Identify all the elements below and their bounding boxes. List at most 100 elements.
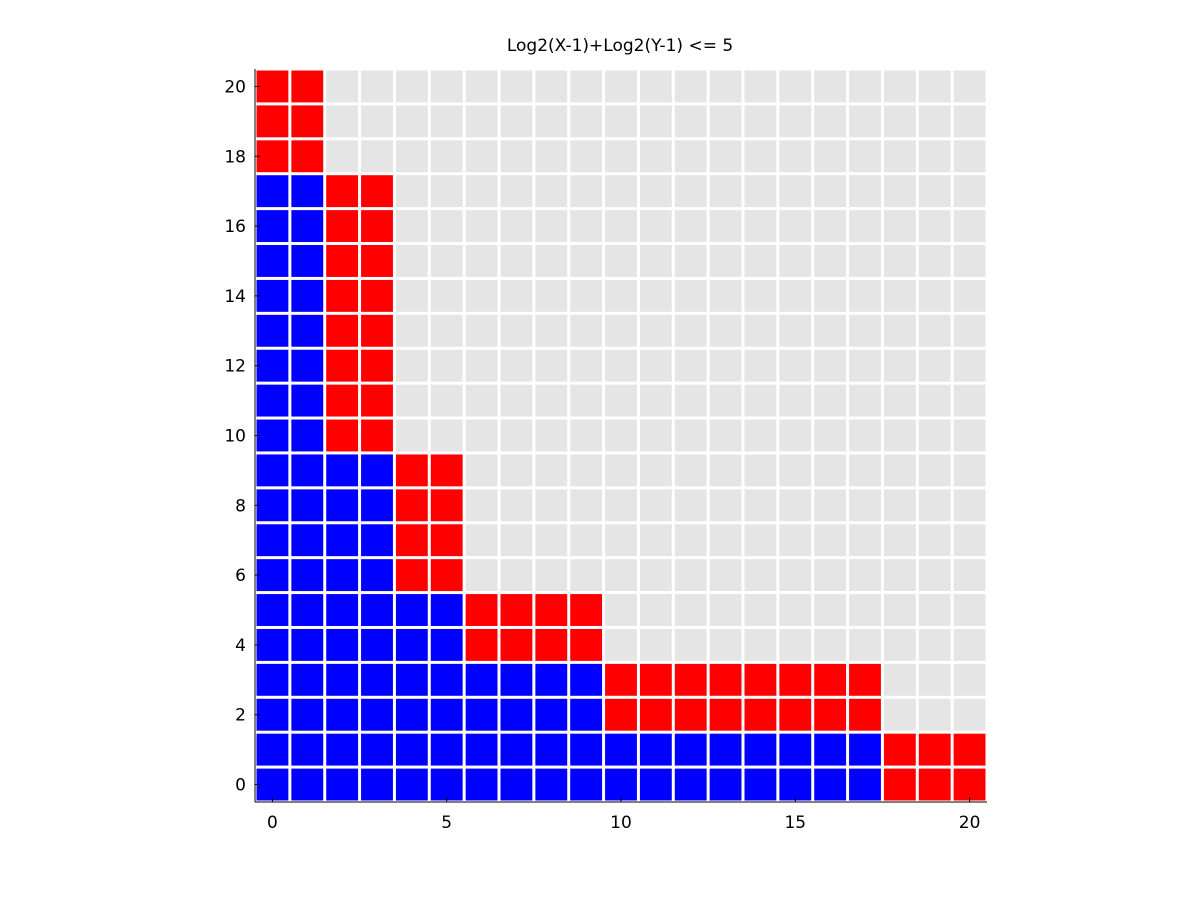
cell-inside-x0-y8 (256, 489, 289, 522)
cell-inside-x14-y0 (744, 768, 777, 801)
cell-outside-x9-y20 (570, 70, 603, 103)
cell-outside-x16-y4 (814, 628, 847, 661)
cell-outside-x6-y6 (465, 559, 498, 592)
cell-boundary-x2-y10 (326, 419, 359, 452)
cell-boundary-x4-y7 (395, 524, 428, 557)
cell-outside-x8-y17 (535, 175, 568, 208)
cell-outside-x13-y15 (709, 245, 742, 277)
cell-outside-x19-y19 (918, 105, 951, 138)
cell-inside-x0-y9 (256, 454, 289, 487)
y-tick-label-12: 12 (224, 357, 246, 377)
cell-inside-x15-y0 (779, 768, 812, 801)
cell-outside-x10-y8 (605, 489, 637, 522)
chart-title: Log2(X-1)+Log2(Y-1) <= 5 (507, 36, 733, 56)
cell-inside-x2-y1 (326, 733, 359, 766)
cell-outside-x11-y5 (639, 594, 672, 626)
cell-inside-x2-y8 (326, 489, 359, 522)
cell-outside-x15-y16 (779, 210, 812, 243)
cell-outside-x13-y18 (709, 140, 742, 173)
cell-outside-x19-y10 (918, 419, 951, 452)
cell-inside-x3-y4 (361, 628, 393, 661)
cell-outside-x19-y15 (918, 245, 951, 277)
cell-outside-x19-y20 (918, 70, 951, 103)
cell-boundary-x18-y1 (883, 733, 916, 766)
cell-inside-x5-y0 (430, 768, 463, 801)
cell-inside-x2-y4 (326, 628, 359, 661)
cell-outside-x19-y7 (918, 524, 951, 557)
cell-inside-x1-y9 (291, 454, 324, 487)
cell-inside-x5-y3 (430, 663, 463, 696)
cell-outside-x8-y19 (535, 105, 568, 138)
cell-inside-x3-y0 (361, 768, 393, 801)
cell-outside-x13-y14 (709, 279, 742, 312)
cell-boundary-x2-y16 (326, 210, 359, 243)
cell-outside-x15-y19 (779, 105, 812, 138)
cell-boundary-x2-y15 (326, 245, 359, 277)
cell-boundary-x7-y4 (500, 628, 533, 661)
cell-outside-x9-y10 (570, 419, 603, 452)
cell-inside-x3-y5 (361, 594, 393, 626)
cell-outside-x11-y11 (639, 384, 672, 417)
cell-inside-x5-y2 (430, 698, 463, 731)
cell-outside-x15-y15 (779, 245, 812, 277)
cell-outside-x2-y18 (326, 140, 359, 173)
cell-outside-x13-y7 (709, 524, 742, 557)
cell-boundary-x16-y3 (814, 663, 847, 696)
cell-boundary-x3-y14 (361, 279, 393, 312)
cell-outside-x17-y10 (849, 419, 881, 452)
cell-boundary-x6-y4 (465, 628, 498, 661)
cell-boundary-x6-y5 (465, 594, 498, 626)
cell-outside-x3-y19 (361, 105, 393, 138)
cell-outside-x17-y16 (849, 210, 881, 243)
cell-inside-x1-y11 (291, 384, 324, 417)
cell-inside-x3-y8 (361, 489, 393, 522)
cell-outside-x15-y4 (779, 628, 812, 661)
cell-outside-x4-y16 (395, 210, 428, 243)
cell-outside-x17-y8 (849, 489, 881, 522)
cell-inside-x0-y7 (256, 524, 289, 557)
cell-boundary-x5-y7 (430, 524, 463, 557)
cell-outside-x19-y4 (918, 628, 951, 661)
cell-inside-x0-y17 (256, 175, 289, 208)
cell-outside-x8-y14 (535, 279, 568, 312)
cell-outside-x5-y17 (430, 175, 463, 208)
cell-outside-x13-y13 (709, 314, 742, 347)
cell-outside-x12-y9 (674, 454, 707, 487)
cell-outside-x12-y8 (674, 489, 707, 522)
cell-outside-x16-y16 (814, 210, 847, 243)
cell-inside-x1-y13 (291, 314, 324, 347)
cell-outside-x7-y15 (500, 245, 533, 277)
cell-outside-x18-y12 (883, 349, 916, 382)
cell-outside-x13-y8 (709, 489, 742, 522)
cell-inside-x6-y2 (465, 698, 498, 731)
cell-boundary-x17-y2 (849, 698, 881, 731)
cell-outside-x13-y9 (709, 454, 742, 487)
cell-inside-x9-y0 (570, 768, 603, 801)
cell-outside-x14-y12 (744, 349, 777, 382)
cell-outside-x20-y6 (953, 559, 986, 592)
cell-outside-x20-y17 (953, 175, 986, 208)
cell-boundary-x17-y3 (849, 663, 881, 696)
cell-outside-x12-y14 (674, 279, 707, 312)
cell-inside-x1-y10 (291, 419, 324, 452)
cell-outside-x18-y6 (883, 559, 916, 592)
cell-outside-x15-y8 (779, 489, 812, 522)
cell-outside-x13-y12 (709, 349, 742, 382)
cell-inside-x5-y5 (430, 594, 463, 626)
cell-outside-x11-y19 (639, 105, 672, 138)
cell-inside-x0-y3 (256, 663, 289, 696)
cell-inside-x2-y3 (326, 663, 359, 696)
cell-outside-x16-y18 (814, 140, 847, 173)
cell-outside-x15-y17 (779, 175, 812, 208)
cell-outside-x13-y6 (709, 559, 742, 592)
cell-outside-x18-y9 (883, 454, 916, 487)
cell-outside-x14-y14 (744, 279, 777, 312)
cell-outside-x10-y14 (605, 279, 637, 312)
cell-boundary-x4-y9 (395, 454, 428, 487)
cell-outside-x9-y14 (570, 279, 603, 312)
y-tick-label-2: 2 (235, 706, 246, 726)
cell-outside-x6-y19 (465, 105, 498, 138)
x-axis-ticks: 0 5 10 15 20 (267, 797, 980, 833)
cell-boundary-x10-y2 (605, 698, 637, 731)
cell-inside-x4-y3 (395, 663, 428, 696)
